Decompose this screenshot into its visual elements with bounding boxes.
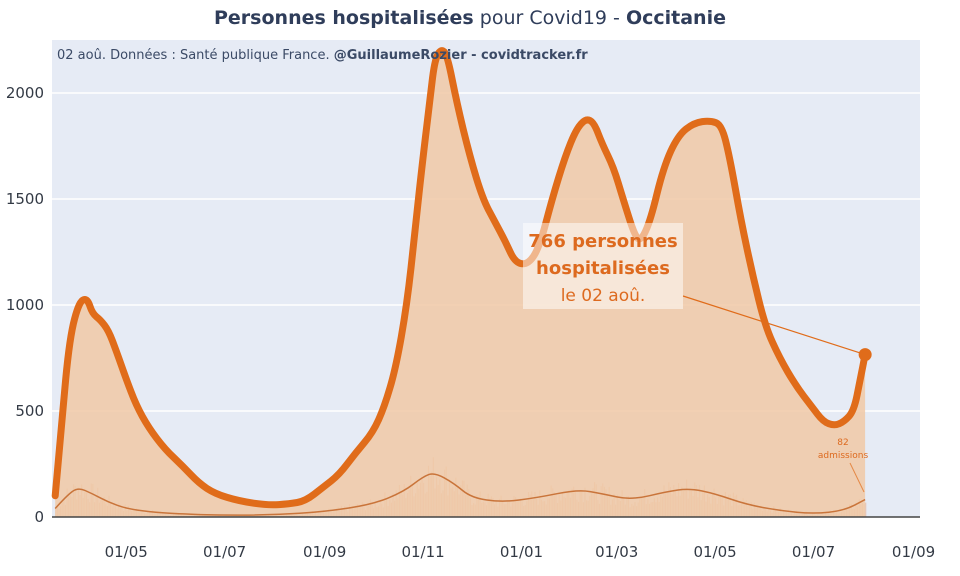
x-axis-ticks: 01/05 01/07 01/09 01/11 01/01 01/03 01/05 01/07… — [105, 543, 936, 561]
y-tick-label: 500 — [15, 402, 44, 420]
latest-value-marker — [858, 348, 872, 362]
x-tick-label: 01/01 — [500, 543, 543, 561]
admissions-bar — [865, 502, 867, 517]
chart-title: Personnes hospitalisées pour Covid19 - O… — [214, 7, 726, 29]
y-tick-label: 1000 — [6, 296, 44, 314]
y-tick-label: 2000 — [6, 84, 44, 102]
y-tick-label: 0 — [34, 508, 44, 526]
y-axis-ticks: 0 500 1000 1500 2000 — [6, 84, 44, 526]
annotation-box — [523, 223, 683, 309]
hospitalized-line — [51, 47, 869, 509]
x-tick-label: 01/11 — [401, 543, 444, 561]
x-tick-label: 01/05 — [105, 543, 148, 561]
annotation-line3: le 02 aoû. — [561, 286, 646, 306]
annotation-line1: 766 personnes — [528, 231, 677, 252]
x-tick-label: 01/05 — [693, 543, 736, 561]
x-tick-label: 01/09 — [303, 543, 346, 561]
admissions-label: admissions — [818, 451, 869, 461]
x-tick-label: 01/03 — [595, 543, 638, 561]
y-tick-label: 1500 — [6, 190, 44, 208]
hospitalized-area — [55, 50, 866, 518]
admissions-count: 82 — [837, 438, 848, 448]
chart-subtitle: 02 aoû. Données : Santé publique France.… — [57, 48, 588, 63]
admissions-line — [54, 473, 866, 516]
x-tick-label: 01/09 — [892, 543, 935, 561]
x-tick-label: 01/07 — [203, 543, 246, 561]
x-tick-label: 01/07 — [792, 543, 835, 561]
annotation-connector — [682, 295, 866, 356]
annotation-line2: hospitalisées — [536, 258, 670, 279]
admissions-connector — [849, 462, 865, 493]
